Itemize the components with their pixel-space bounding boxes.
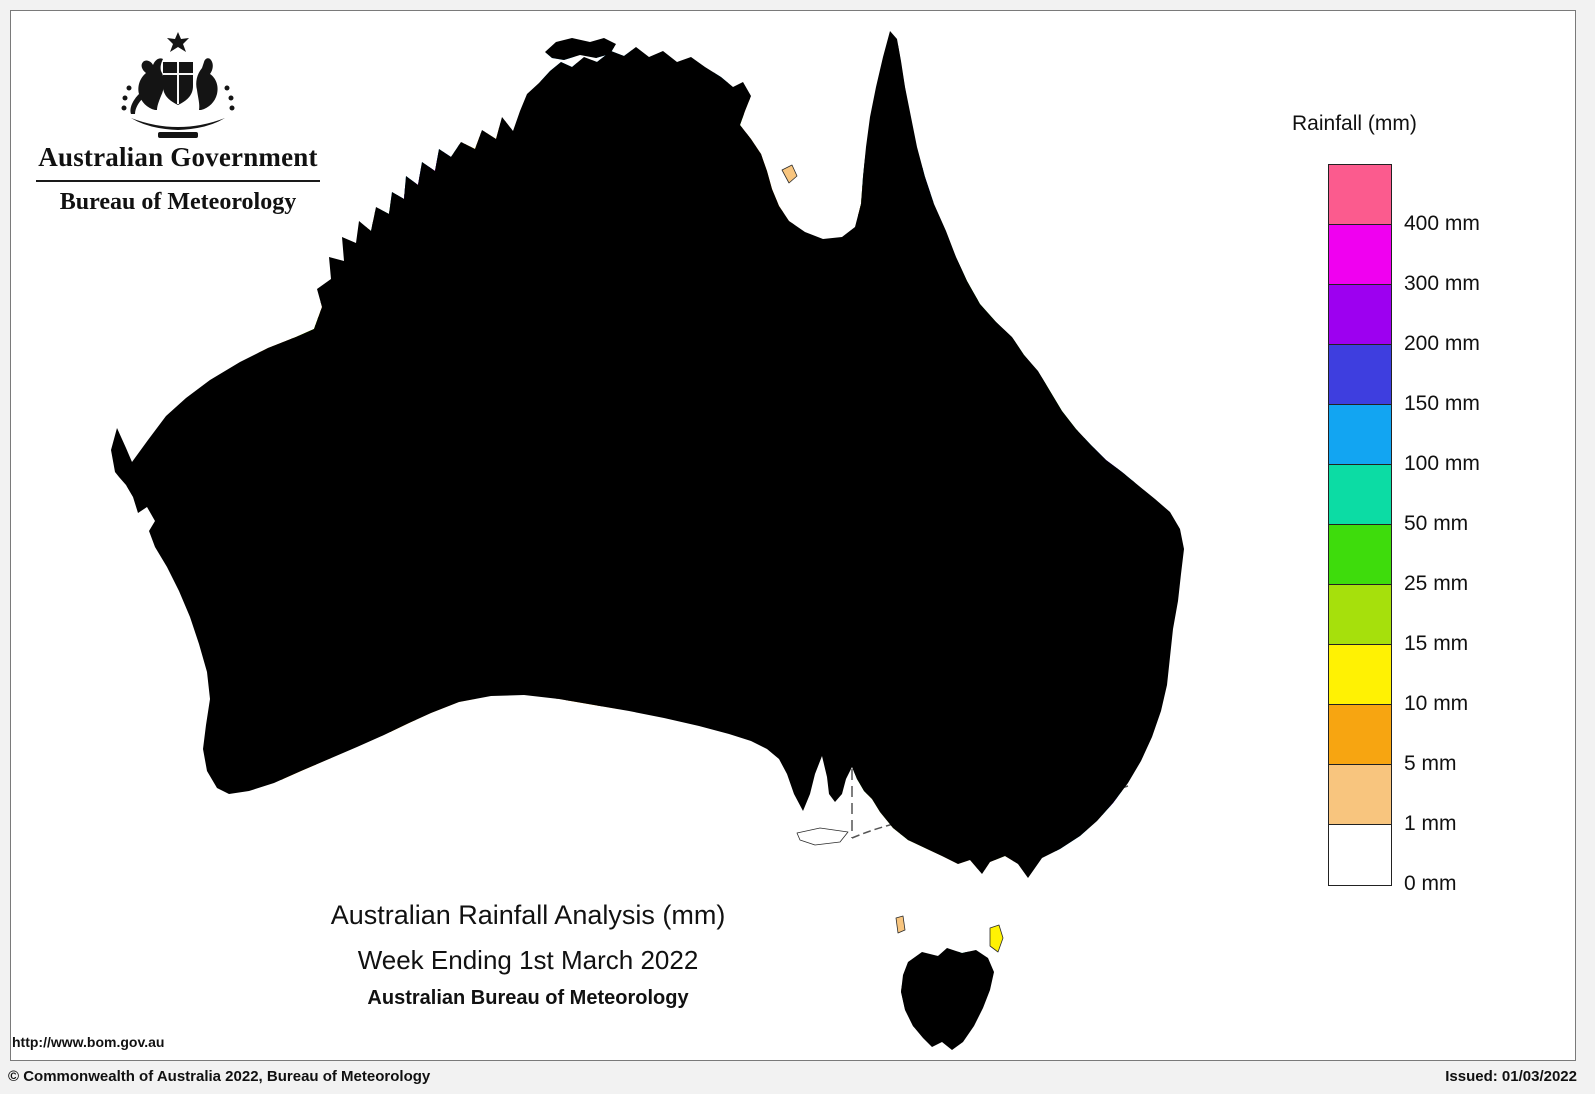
legend-swatch-200mm [1329, 285, 1391, 345]
legend-label-200mm: 200 mm [1404, 332, 1480, 355]
bom-logo-block: Australian Government Bureau of Meteorol… [36, 30, 320, 216]
legend-label-15mm: 15 mm [1404, 632, 1469, 655]
legend-label-300mm: 300 mm [1404, 272, 1480, 295]
legend-swatch-100mm [1329, 405, 1391, 465]
legend-label-25mm: 25 mm [1404, 572, 1469, 595]
legend-swatch-300mm [1329, 225, 1391, 285]
legend-label-100mm: 100 mm [1404, 452, 1480, 475]
legend-label-5mm: 5 mm [1404, 752, 1457, 775]
legend-swatch-10mm [1329, 645, 1391, 705]
legend-swatch-25mm [1329, 525, 1391, 585]
legend-label-50mm: 50 mm [1404, 512, 1469, 535]
legend-label-400mm: 400 mm [1404, 212, 1480, 235]
legend-swatch-150mm [1329, 345, 1391, 405]
bom-url: http://www.bom.gov.au [12, 1034, 165, 1050]
map-title-block: Australian Rainfall Analysis (mm) Week E… [278, 900, 778, 1010]
legend-labels: 400 mm 300 mm 200 mm 150 mm 100 mm 50 mm… [1404, 164, 1564, 895]
bureau-title: Bureau of Meteorology [59, 189, 297, 215]
legend-label-10mm: 10 mm [1404, 692, 1469, 715]
legend-swatch-15mm [1329, 585, 1391, 645]
map-subtitle-week: Week Ending 1st March 2022 [357, 945, 699, 975]
issued-date: Issued: 01/03/2022 [1445, 1068, 1577, 1085]
legend-label-1mm: 1 mm [1404, 812, 1457, 835]
legend-swatch-400mm [1329, 165, 1391, 225]
rainfall-legend: Rainfall (mm) 400 mm 300 mm 200 mm 150 m… [1270, 112, 1570, 895]
legend-colorbar [1328, 164, 1392, 886]
copyright-text: © Commonwealth of Australia 2022, Bureau… [8, 1068, 431, 1085]
legend-label-150mm: 150 mm [1404, 392, 1480, 415]
coat-of-arms-icon [121, 32, 235, 138]
legend-label-0mm: 0 mm [1404, 872, 1457, 895]
legend-swatch-0mm [1329, 825, 1391, 885]
legend-swatch-1mm [1329, 765, 1391, 825]
offshore-islands [781, 164, 1004, 953]
legend-swatch-5mm [1329, 705, 1391, 765]
legend-title: Rainfall (mm) [1292, 112, 1417, 135]
map-subtitle-bureau: Australian Bureau of Meteorology [367, 987, 689, 1009]
legend-swatch-50mm [1329, 465, 1391, 525]
gov-title: Australian Government [36, 142, 320, 182]
tasmania-coastline [901, 948, 994, 1050]
map-title: Australian Rainfall Analysis (mm) [330, 900, 726, 930]
